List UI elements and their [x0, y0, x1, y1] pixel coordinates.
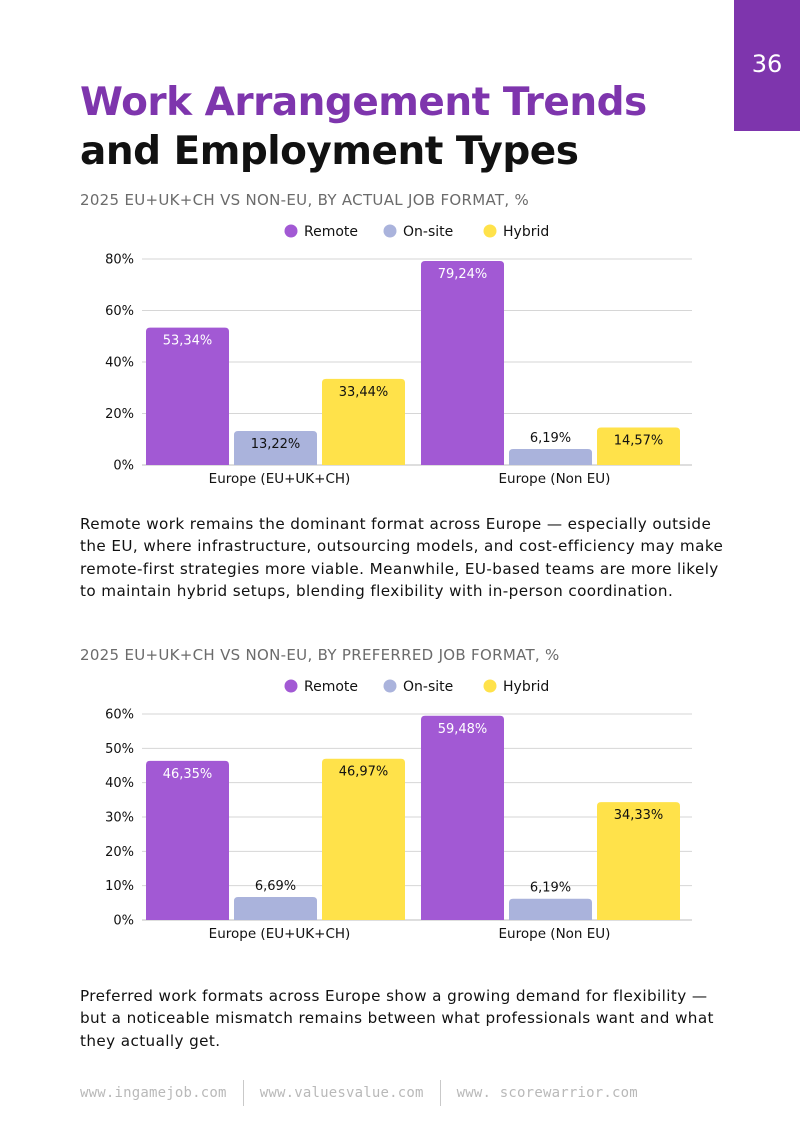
- page-number: 36: [751, 50, 783, 78]
- chart2-description: Preferred work formats across Europe sho…: [80, 987, 714, 1050]
- chart2-subtitle: 2025 EU+UK+CH VS NON-EU, BY PREFERRED JO…: [80, 646, 560, 664]
- y-tick-label: 80%: [105, 253, 134, 268]
- data-label-onsite: 6,19%: [530, 881, 571, 896]
- footer-link-ingamejob[interactable]: www.ingamejob.com: [80, 1085, 227, 1101]
- chart-actual-format: Remote On-site Hybrid 0% 20% 40% 60% 80% 53,34% 1…: [70, 218, 710, 493]
- page-title-line2: and Employment Types: [80, 129, 579, 174]
- legend-label-onsite: On-site: [403, 679, 453, 695]
- y-tick-label: 0%: [113, 459, 134, 474]
- bar-remote: [421, 260, 504, 465]
- data-label-hybrid: 14,57%: [614, 433, 664, 448]
- legend-marker-hybrid: [483, 679, 497, 693]
- legend-marker-remote: [284, 224, 298, 238]
- chart-preferred-svg: Remote On-site Hybrid 0% 10% 20% 30% 40% 50% 60% 4…: [105, 679, 692, 942]
- bar-onsite: [234, 430, 317, 465]
- data-label-onsite: 13,22%: [251, 437, 301, 452]
- data-label-remote: 79,24%: [438, 267, 488, 282]
- page-number-tab: 36: [734, 0, 800, 131]
- y-tick-label: 40%: [105, 356, 134, 371]
- data-label-hybrid: 33,44%: [339, 385, 389, 400]
- legend-marker-onsite: [383, 224, 397, 238]
- footer-link-valuesvalue[interactable]: www.valuesvalue.com: [259, 1085, 424, 1101]
- y-tick-label: 60%: [105, 708, 134, 723]
- footer: www.ingamejob.com www.valuesvalue.com ww…: [80, 1080, 730, 1106]
- y-tick-label: 20%: [105, 407, 134, 422]
- x-category-label: Europe (Non EU): [499, 471, 611, 487]
- bar-onsite: [509, 449, 592, 465]
- y-tick-label: 0%: [113, 914, 134, 929]
- legend-label-onsite: On-site: [403, 224, 453, 240]
- x-category-label: Europe (Non EU): [499, 926, 611, 942]
- legend-label-hybrid: Hybrid: [503, 224, 549, 240]
- footer-divider: [439, 1080, 441, 1106]
- legend-label-remote: Remote: [304, 679, 358, 695]
- data-label-onsite: 6,69%: [255, 879, 296, 894]
- footer-link-scorewarrior[interactable]: www. scorewarrior.com: [456, 1085, 638, 1101]
- bar-hybrid: [597, 427, 680, 465]
- data-label-remote: 59,48%: [438, 722, 488, 737]
- x-category-label: Europe (EU+UK+CH): [209, 471, 351, 487]
- legend-label-hybrid: Hybrid: [503, 679, 549, 695]
- bar-remote: [146, 327, 229, 465]
- bar-remote: [421, 715, 504, 920]
- bar-onsite: [509, 898, 592, 920]
- chart1-subtitle: 2025 EU+UK+CH VS NON-EU, BY ACTUAL JOB F…: [80, 191, 530, 209]
- bar-hybrid: [597, 802, 680, 920]
- y-tick-label: 20%: [105, 845, 134, 860]
- data-label-remote: 46,35%: [163, 767, 213, 782]
- y-tick-label: 30%: [105, 811, 134, 826]
- bar-onsite: [234, 897, 317, 920]
- legend-marker-onsite: [383, 679, 397, 693]
- y-tick-label: 60%: [105, 304, 134, 319]
- legend-marker-remote: [284, 679, 298, 693]
- data-label-hybrid: 34,33%: [614, 808, 664, 823]
- chart-preferred-format: Remote On-site Hybrid 0% 10% 20% 30% 40% 50% 60% 4…: [70, 673, 710, 948]
- x-category-label: Europe (EU+UK+CH): [209, 926, 351, 942]
- legend-label-remote: Remote: [304, 224, 358, 240]
- data-label-onsite: 6,19%: [530, 431, 571, 446]
- bar-remote: [146, 760, 229, 920]
- bar-hybrid: [322, 758, 405, 920]
- data-label-hybrid: 46,97%: [339, 765, 389, 780]
- y-tick-label: 50%: [105, 742, 134, 757]
- data-label-remote: 53,34%: [163, 334, 213, 349]
- chart1-description: Remote work remains the dominant format …: [80, 515, 724, 600]
- chart-actual-svg: Remote On-site Hybrid 0% 20% 40% 60% 80% 53,34% 1…: [105, 224, 692, 487]
- footer-divider: [242, 1080, 244, 1106]
- y-tick-label: 10%: [105, 879, 134, 894]
- page-title: Work Arrangement Trends and Employment T…: [80, 78, 647, 176]
- y-tick-label: 40%: [105, 776, 134, 791]
- legend-marker-hybrid: [483, 224, 497, 238]
- bar-hybrid: [322, 378, 405, 465]
- page-title-line1: Work Arrangement Trends: [80, 80, 647, 125]
